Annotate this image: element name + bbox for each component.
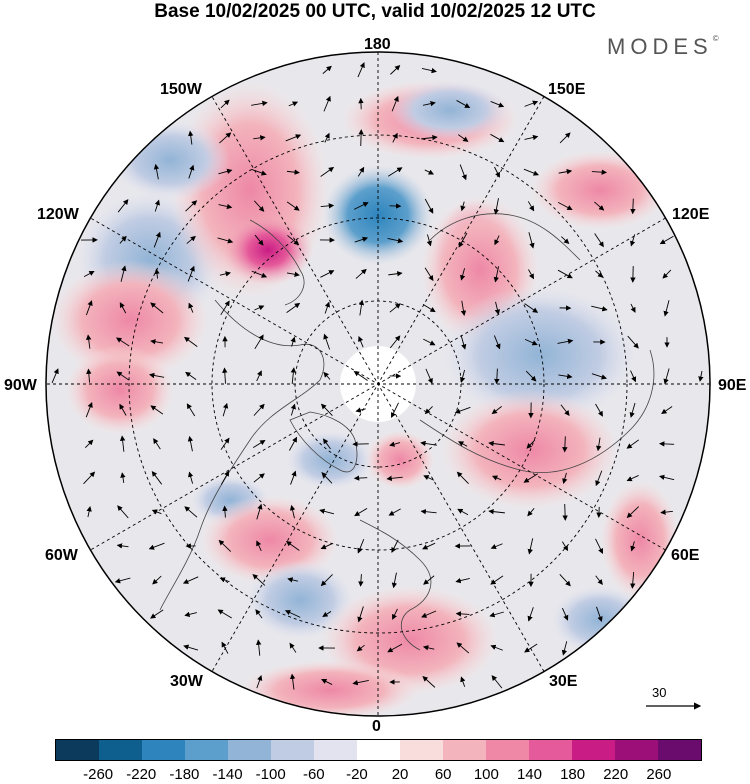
lon-label-150e: 150E [548, 81, 585, 99]
wind-arrow [565, 504, 566, 520]
positive-anomaly [530, 150, 670, 230]
colorbar-segment [486, 740, 529, 760]
colorbar-tick-label: -100 [256, 766, 286, 783]
lon-label-150w: 150W [160, 81, 202, 99]
colorbar-ticks: -260 -220 -180 -140 -100 -60 -20 20 60 100 140 180 2… [0, 766, 750, 784]
positive-anomaly [223, 215, 313, 285]
lon-label-120e: 120E [672, 206, 709, 224]
colorbar-segment [185, 740, 228, 760]
lon-label-0: 0 [372, 718, 381, 736]
colorbar-segment [314, 740, 357, 760]
colorbar-segment [271, 740, 314, 760]
positive-anomaly [240, 660, 420, 720]
colorbar-tick-label: 20 [392, 766, 409, 783]
lon-label-60e: 60E [671, 547, 699, 565]
colorbar-segment [357, 740, 400, 760]
anomaly-field [46, 52, 710, 720]
colorbar-tick-label: 220 [603, 766, 628, 783]
colorbar-segment [572, 740, 615, 760]
colorbar-segment [529, 740, 572, 760]
colorbar-tick-label: 100 [474, 766, 499, 783]
positive-anomaly [65, 345, 175, 435]
negative-anomaly [390, 80, 510, 140]
colorbar-segment [56, 740, 99, 760]
colorbar-segment [658, 740, 701, 760]
colorbar-tick-label: 260 [646, 766, 671, 783]
colorbar-tick-label: -220 [126, 766, 156, 783]
lon-label-90w: 90W [4, 377, 37, 395]
colorbar-tick-label: -20 [346, 766, 368, 783]
polar-map [0, 0, 750, 735]
colorbar-tick-label: -140 [213, 766, 243, 783]
wind-arrow [355, 478, 368, 479]
colorbar-tick-label: -60 [303, 766, 325, 783]
colorbar-segment [615, 740, 658, 760]
lon-label-60w: 60W [45, 547, 78, 565]
colorbar-tick-label: -180 [169, 766, 199, 783]
colorbar-segment [228, 740, 271, 760]
lon-label-180: 180 [364, 36, 391, 54]
colorbar-segment [99, 740, 142, 760]
colorbar-tick-label: 140 [517, 766, 542, 783]
negative-anomaly [110, 120, 230, 200]
positive-anomaly [365, 430, 435, 490]
colorbar-tick-label: -260 [83, 766, 113, 783]
lon-label-30w: 30W [170, 673, 203, 691]
colorbar-segment [443, 740, 486, 760]
lon-label-120w: 120W [37, 206, 79, 224]
lon-label-30e: 30E [549, 673, 577, 691]
wind-arrow [633, 199, 634, 214]
negative-anomaly [550, 585, 650, 655]
lon-label-90e: 90E [718, 377, 746, 395]
wind-reference-value: 30 [652, 685, 666, 700]
colorbar-tick-label: 180 [560, 766, 585, 783]
colorbar-segment [142, 740, 185, 760]
colorbar [55, 739, 702, 761]
positive-anomaly [600, 480, 680, 600]
colorbar-tick-label: 60 [435, 766, 452, 783]
colorbar-segment [400, 740, 443, 760]
